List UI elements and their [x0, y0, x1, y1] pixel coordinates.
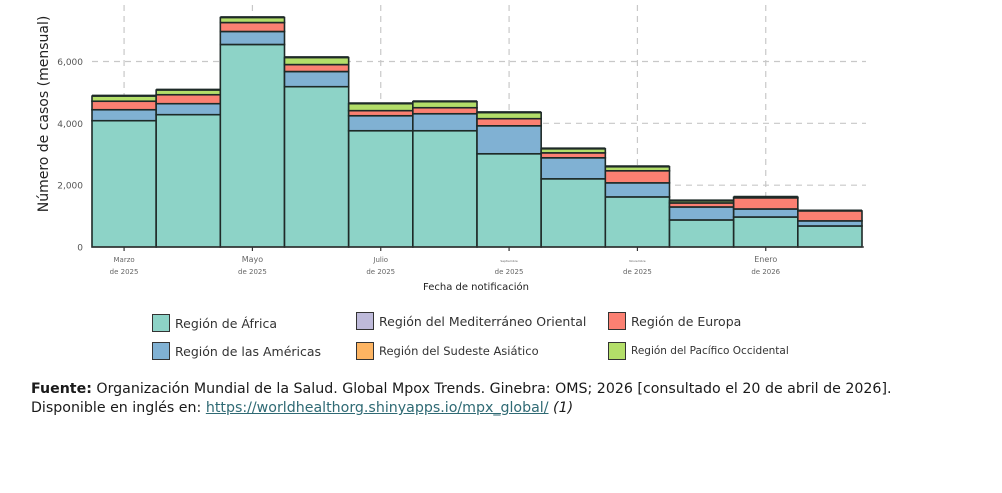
bar-segment: [476, 125, 542, 155]
x-tick-label-month: Mayo: [242, 255, 264, 264]
legend-item-pacifico-occidental: Región del Pacífico Occidental: [608, 342, 789, 360]
bar-stack: [91, 94, 157, 248]
source-citation: Fuente: Organización Mundial de la Salud…: [31, 380, 931, 418]
y-tick-label: 6,000: [57, 58, 83, 68]
source-text: Organización Mundial de la Salud. Global…: [31, 381, 892, 416]
bar-segment: [732, 208, 799, 218]
bar-segment: [283, 63, 350, 73]
y-tick-label: 2,000: [57, 182, 83, 192]
bar-segment: [347, 129, 414, 248]
bar-segment: [219, 16, 286, 24]
source-link[interactable]: https://worldhealthorg.shinyapps.io/mpx_…: [205, 400, 549, 416]
bar-segment: [91, 95, 157, 103]
bar-stack: [476, 111, 542, 248]
bar-segment: [604, 182, 671, 198]
legend-item-americas: Región de las Américas: [152, 342, 321, 360]
bar-segment: [91, 119, 157, 248]
legend-swatch: [356, 342, 374, 360]
y-axis-label: Número de casos (mensual): [36, 16, 52, 213]
legend-swatch: [356, 312, 374, 330]
x-tick-label-month: Julio: [372, 256, 388, 264]
legend-swatch: [152, 342, 170, 360]
legend-item-europa: Región de Europa: [608, 312, 741, 330]
x-tick-label-year: de 2025: [495, 268, 524, 276]
legend-label: Región del Sudeste Asiático: [379, 344, 539, 358]
bar-segment: [732, 216, 799, 248]
bar-segment: [219, 30, 286, 46]
bar-stack: [283, 56, 350, 248]
bar-segment: [155, 93, 222, 105]
bar-segment: [91, 108, 157, 122]
bar-segment: [347, 114, 414, 132]
axes: 0 2,000 4,000 6,000 Marzo de 2025 Mayo de 2025 J…: [57, 58, 864, 276]
bar-segment: [476, 111, 542, 120]
legend-swatch: [608, 342, 626, 360]
bar-segment: [283, 56, 350, 66]
bar-segment: [668, 206, 735, 221]
bar-segment: [604, 169, 671, 184]
bar-stack: [347, 102, 414, 248]
legend-swatch: [608, 312, 626, 330]
bars: [91, 16, 863, 248]
x-tick-label-month: Noviembre: [629, 259, 646, 263]
legend-item-mediterraneo: Región del Mediterráneo Oriental: [356, 312, 586, 330]
legend-label: Región del Mediterráneo Oriental: [379, 313, 587, 329]
bar-segment: [604, 165, 671, 172]
bar-stack: [540, 147, 607, 248]
bar-stack: [797, 209, 863, 248]
bar-segment: [668, 219, 735, 248]
x-axis-label: Fecha de notificación: [423, 281, 529, 293]
bar-segment: [540, 178, 607, 248]
x-tick-label-month: Enero: [754, 255, 777, 264]
bar-segment: [540, 148, 607, 154]
source-label: Fuente:: [31, 381, 92, 397]
bar-segment: [91, 100, 157, 111]
x-tick-label-year: de 2025: [366, 268, 395, 276]
bar-segment: [732, 197, 799, 210]
bar-segment: [476, 152, 542, 248]
bar-segment: [668, 200, 735, 204]
x-tick-label-month: Septiembre: [500, 259, 518, 263]
legend-label: Región de Europa: [631, 313, 742, 329]
bar-segment: [219, 43, 286, 248]
bar-segment: [155, 113, 222, 248]
bar-segment: [797, 210, 863, 222]
bar-stack: [412, 100, 478, 248]
bar-stack: [604, 165, 671, 248]
stacked-bar-chart: 0 2,000 4,000 6,000 Marzo de 2025 Mayo de 2025 J…: [36, 5, 866, 293]
bar-stack: [668, 199, 735, 248]
bar-stack: [732, 195, 799, 248]
x-tick-label-month: Marzo: [113, 256, 134, 264]
y-tick-label: 0: [77, 244, 83, 254]
x-tick-label-year: de 2025: [238, 268, 267, 276]
legend-label: Región del Pacífico Occidental: [631, 345, 789, 357]
source-reference: (1): [548, 400, 574, 416]
bar-segment: [219, 21, 286, 33]
bar-segment: [347, 102, 414, 112]
bar-segment: [732, 196, 799, 199]
bar-segment: [540, 157, 607, 180]
bar-segment: [412, 100, 478, 109]
x-tick-label-year: de 2026: [751, 268, 780, 276]
legend-label: Región de África: [175, 315, 278, 331]
bar-segment: [155, 102, 222, 116]
bar-segment: [797, 225, 863, 248]
y-tick-label: 4,000: [57, 120, 83, 130]
bar-segment: [476, 117, 542, 127]
bar-segment: [155, 89, 222, 96]
bar-segment: [412, 129, 478, 248]
x-tick-label-year: de 2025: [110, 268, 139, 276]
bar-segment: [283, 70, 350, 88]
bar-segment: [283, 85, 350, 248]
bar-segment: [412, 112, 478, 132]
legend-swatch: [152, 314, 170, 332]
bar-stack: [155, 88, 222, 248]
bar-segment: [604, 196, 671, 248]
x-tick-label-year: de 2025: [623, 268, 652, 276]
bar-stack: [219, 16, 286, 248]
legend-item-africa: Región de África: [152, 314, 277, 332]
legend-item-sudeste-asiatico: Región del Sudeste Asiático: [356, 342, 539, 360]
legend-label: Región de las Américas: [175, 343, 322, 359]
bar-segment: [412, 106, 478, 115]
